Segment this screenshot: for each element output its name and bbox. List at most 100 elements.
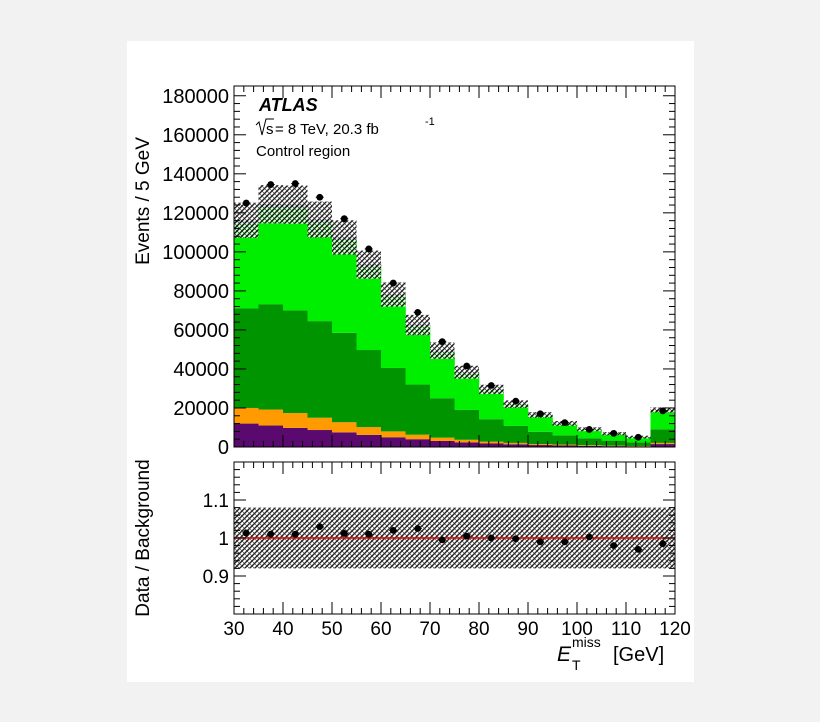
stack-bar-s1-b11 [503,442,529,445]
stack-bar-s3-b11 [503,404,529,426]
stack-bar-s1-b4 [332,422,357,433]
data-point-12 [536,410,544,418]
stack-bar-s1-b5 [356,427,382,435]
energy-text: = 8 TeV, 20.3 fb [275,121,379,138]
stack-bar-s1-b2 [283,413,308,428]
stack-bar-s2-b2 [283,310,308,414]
stack-bar-s0-b2 [283,427,308,447]
stack-bar-s3-b14 [577,429,602,439]
energy-label: s = 8 TeV, 20.3 fb -1 [255,116,435,138]
stack-bar-s2-b1 [258,304,284,410]
data-point-8 [438,338,446,346]
data-point-3 [316,193,324,201]
uncertainty-bin-5 [356,250,381,279]
stack-bar-s2-b11 [503,425,529,443]
stack-bar-s0-b9 [454,442,480,447]
data-point-10 [487,382,495,389]
stack-bar-s0-b17 [650,444,676,447]
stack-bar-s3-b13 [552,423,578,436]
stack-bar-s1-b14 [577,445,602,446]
main-ytick-label-2: 40000 [173,359,229,381]
ratio-point-10 [487,534,495,542]
data-point-4 [340,215,348,223]
stack-bar-s2-b13 [552,435,578,445]
ratio-xtick-label-0: 30 [223,619,244,640]
ratio-xtick-label-5: 80 [468,619,489,640]
stack-bar-s0-b11 [503,444,529,447]
data-point-2 [291,180,299,187]
ratio-panel: 0.9 1 1.1 30 40 50 60 70 80 90 100 110 120 Data / B… [133,459,691,673]
ratio-y-axis-label: Data / Background [133,459,154,616]
region-label: Control region [256,143,350,160]
ratio-point-14 [585,533,593,541]
main-x-ticks [233,86,676,447]
stack-bar-s0-b4 [332,432,357,447]
ratio-ytick-label-2: 1.1 [203,491,229,512]
ratio-x-ticks: 30 40 50 60 70 80 90 100 110 120 [223,462,691,640]
ratio-point-16 [634,546,642,553]
uncertainty-band [234,185,675,439]
stack-bar-s2-b8 [430,398,455,438]
x-title-unit: [GeV] [613,644,664,666]
stack-bar-s2-b5 [356,350,382,428]
ratio-point-12 [536,538,544,546]
ratio-point-9 [463,532,471,540]
stack-bar-s0-b14 [577,445,602,447]
ratio-ytick-label-0: 0.9 [203,567,229,588]
data-point-9 [463,362,471,370]
stack-bar-s3-b10 [479,389,504,420]
stack-bar-s3-b3 [307,221,333,322]
stack-bar-s1-b7 [405,434,431,440]
uncertainty-bin-8 [430,342,455,359]
main-ytick-label-8: 160000 [162,125,229,147]
uncertainty-bin-2 [283,185,308,224]
atlas-label: ATLAS [258,95,318,115]
stack-bar-s0-b0 [234,423,259,447]
ratio-point-0 [242,529,250,537]
main-frame [233,85,676,448]
x-title-base: E [557,643,572,666]
data-point-6 [389,279,397,287]
stack-bar-s0-b10 [479,443,504,447]
ratio-xtick-label-1: 40 [272,619,293,640]
stack-bar-s0-b1 [258,425,284,447]
stack-bar-s2-b4 [332,332,357,423]
data-point-1 [267,181,275,188]
data-point-16 [634,433,642,441]
ratio-xtick-label-3: 60 [370,619,391,640]
ratio-point-17 [659,540,667,548]
main-ytick-label-6: 120000 [162,203,229,225]
ratio-points [242,523,667,553]
stack-bar-s0-b5 [356,434,382,447]
ratio-xtick-label-7: 100 [561,619,593,640]
uncertainty-bin-9 [454,365,479,379]
stack-bar-s2-b6 [381,367,406,432]
ratio-point-8 [438,536,446,544]
main-panel: 0 20000 40000 60000 80000 100000 120000 140000 1… [133,85,676,459]
uncertainty-bin-1 [258,185,283,224]
main-ytick-label-3: 60000 [173,320,229,342]
data-point-14 [585,426,593,433]
stack-bar-s3-b8 [430,351,455,399]
ratio-point-7 [414,525,422,532]
ratio-point-5 [365,530,373,538]
stack-bar-s1-b8 [430,437,455,441]
data-point-5 [365,245,373,253]
ratio-point-11 [512,535,520,543]
main-ytick-label-9: 180000 [162,86,229,108]
stack-bar-s0-b6 [381,437,406,447]
ratio-point-6 [389,527,397,534]
stack-bar-s0-b8 [430,440,455,447]
stack-bar-s2-b0 [234,308,259,408]
stack-bar-s1-b3 [307,417,333,431]
uncertainty-bin-4 [332,220,357,255]
figure: 0 20000 40000 60000 80000 100000 120000 140000 1… [127,41,694,682]
stack-bar-s3-b12 [528,415,553,432]
stack-bar-s1-b1 [258,409,284,426]
data-point-7 [414,308,422,316]
stack-bar-s1-b10 [479,441,504,444]
main-ytick-label-0: 0 [218,437,229,459]
stack-bar-s3-b5 [356,266,382,351]
main-y-ticks: 0 20000 40000 60000 80000 100000 120000 140000 1… [162,86,675,459]
main-y-axis-label: Events / 5 GeV [133,137,154,265]
